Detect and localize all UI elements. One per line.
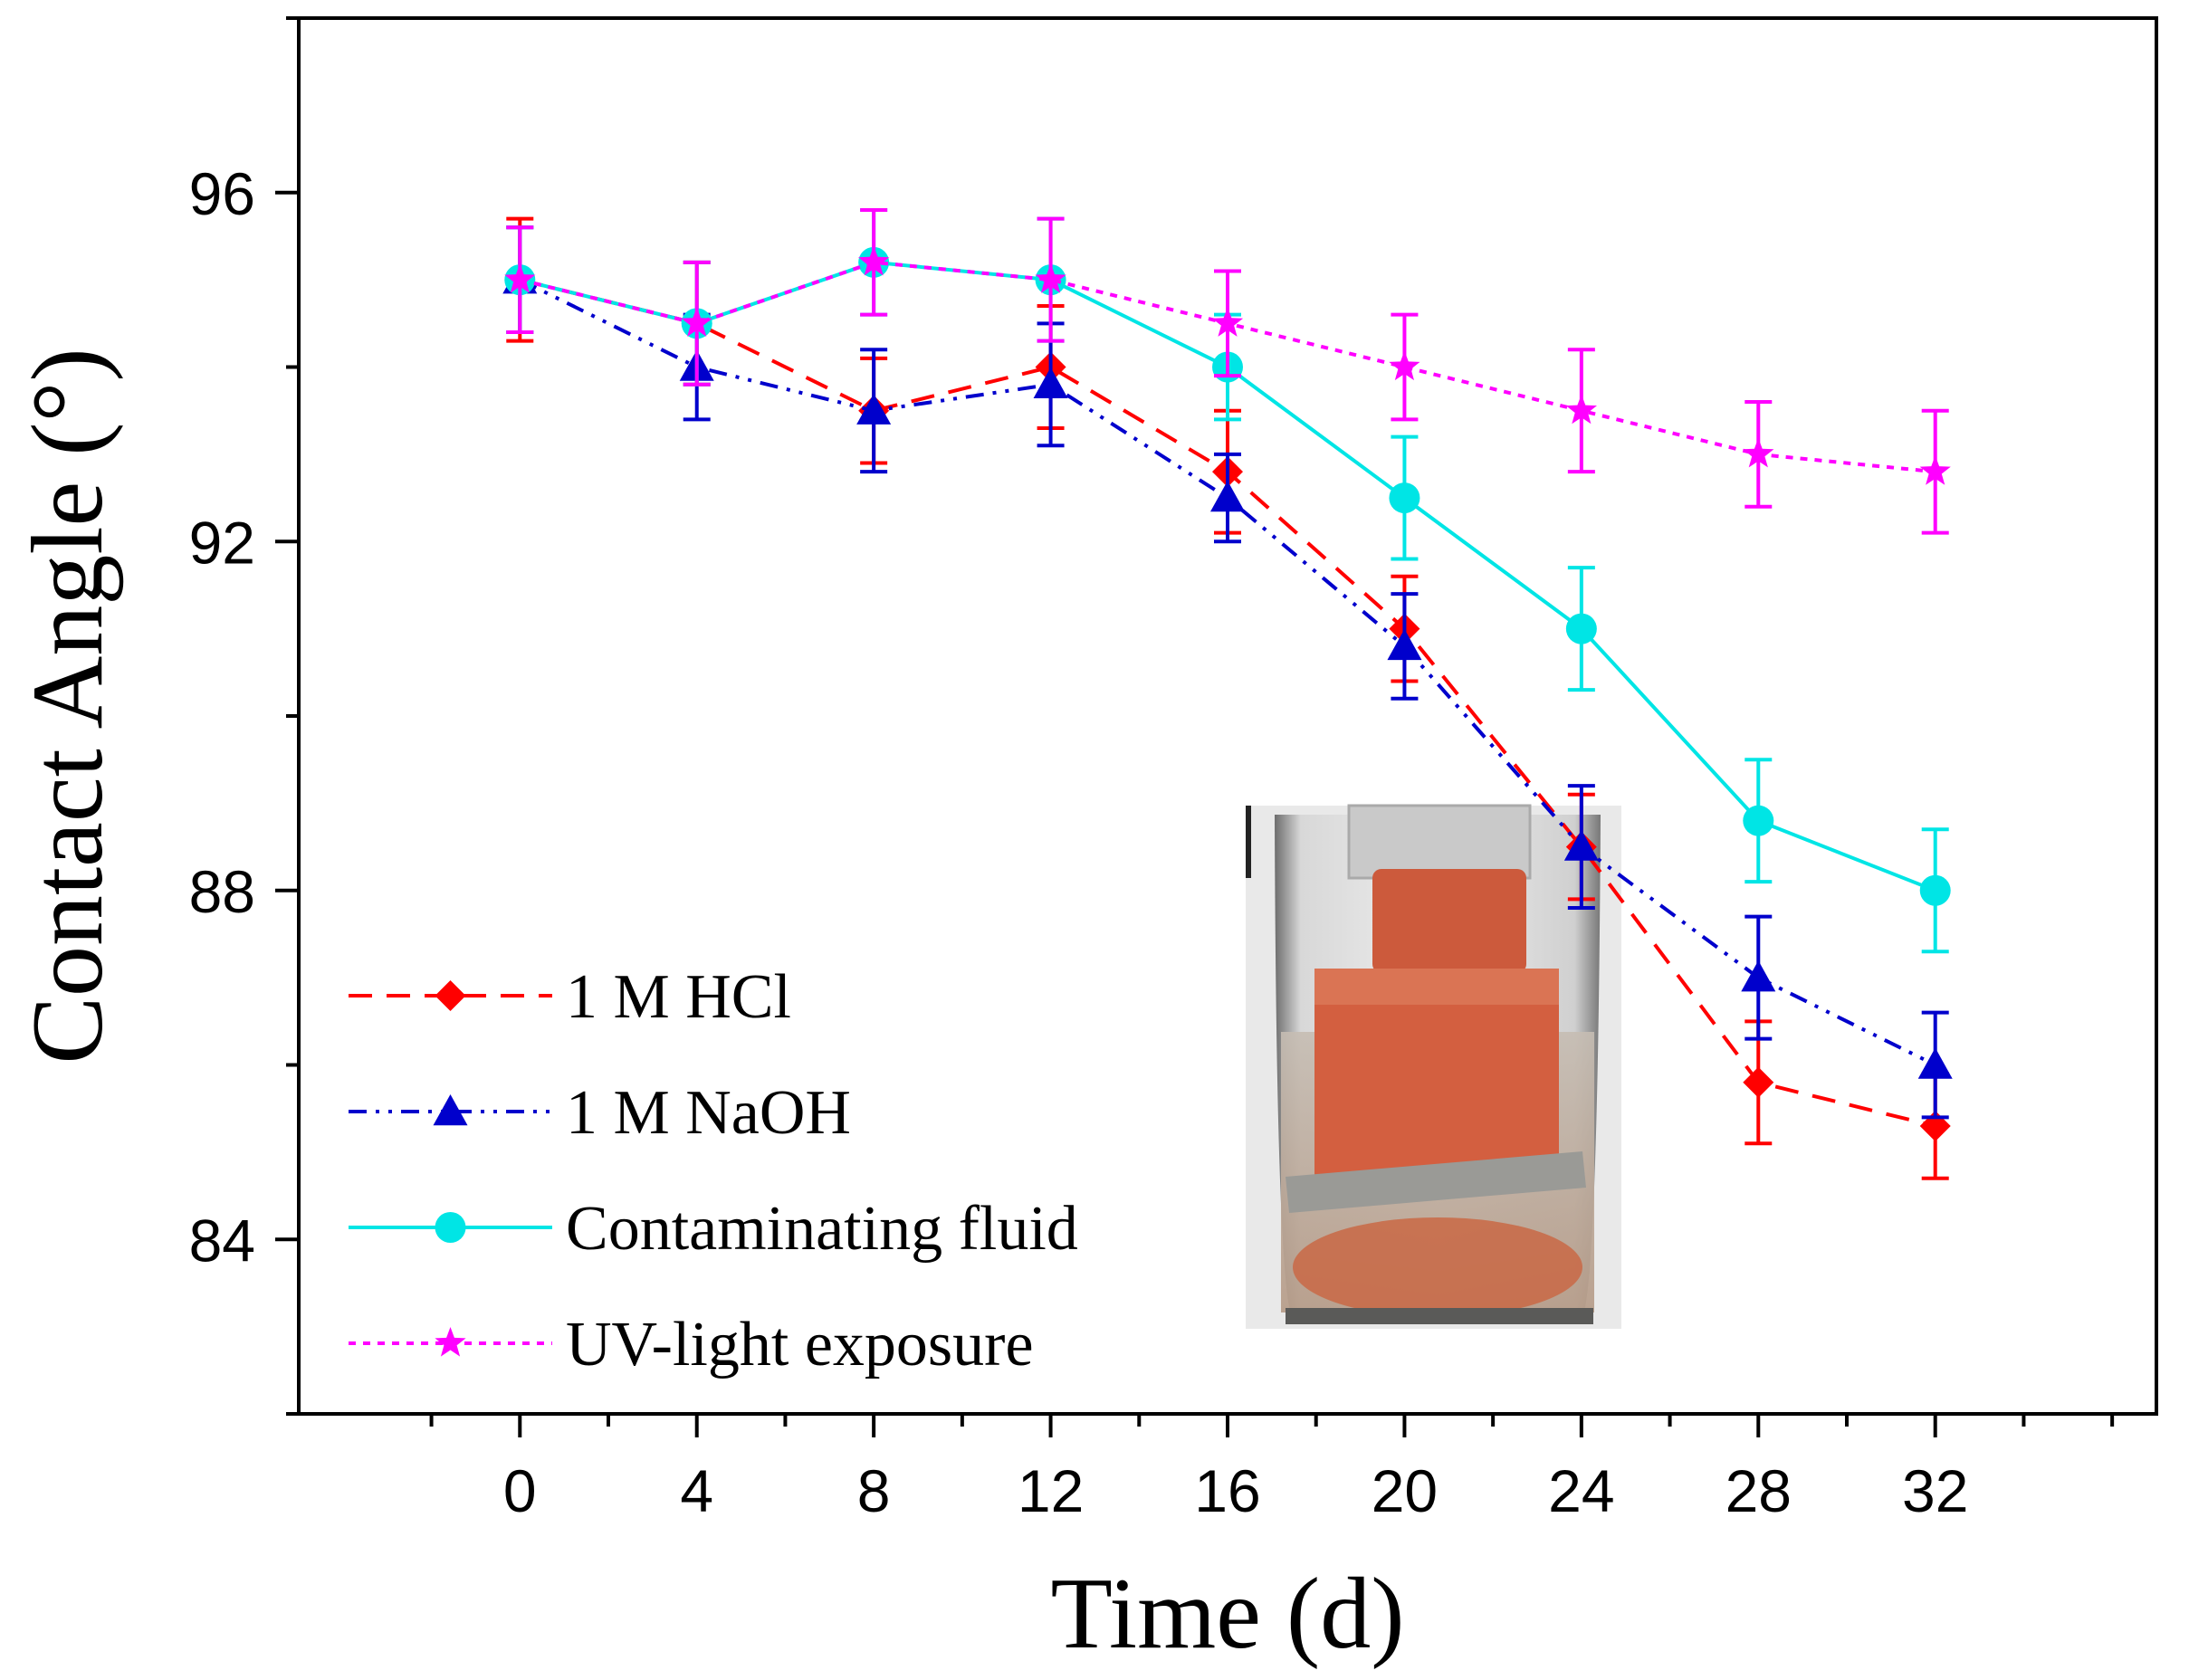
data-point (1211, 307, 1244, 337)
legend-label-1-m-hcl: 1 M HCl (566, 962, 791, 1032)
y-axis-title: Contact Angle (°) (12, 348, 124, 1064)
legend-label-1-m-naoh: 1 M NaOH (566, 1078, 851, 1148)
data-point (1210, 481, 1245, 512)
x-tick-label: 24 (1548, 1457, 1614, 1524)
y-tick-label: 88 (189, 858, 255, 925)
axis-ticks (275, 16, 2115, 1437)
x-tick-label: 0 (503, 1457, 537, 1524)
data-point (858, 245, 890, 276)
data-point (681, 307, 712, 337)
legend-marker-1-m-hcl (435, 980, 466, 1011)
data-point (1919, 874, 1951, 906)
y-tick-label: 92 (189, 509, 255, 576)
x-tick-label: 16 (1194, 1457, 1260, 1524)
series-layer (502, 208, 1953, 1180)
data-point (1389, 350, 1420, 381)
axis-tick-labels: 0 4 8 12 16 20 24 28 32 84 88 92 96 (189, 160, 1969, 1524)
y-tick-label: 84 (189, 1207, 255, 1274)
data-point (1741, 960, 1776, 992)
data-point (1389, 482, 1420, 514)
x-tick-label: 32 (1902, 1457, 1968, 1524)
data-point (1917, 1047, 1953, 1079)
data-point (504, 263, 536, 293)
data-point (1565, 613, 1597, 644)
x-tick-label: 12 (1018, 1457, 1084, 1524)
data-point (1743, 805, 1774, 836)
data-point (856, 393, 892, 425)
inset-vial-photo (1246, 804, 1621, 1329)
data-point (1387, 628, 1422, 661)
x-tick-label: 4 (680, 1457, 713, 1524)
data-point (1565, 394, 1597, 425)
series-uv-light-exposure (504, 208, 1951, 535)
data-point (1033, 367, 1068, 398)
data-point (1919, 455, 1951, 485)
data-point (1743, 437, 1774, 468)
x-tick-label: 8 (857, 1457, 891, 1524)
legend-marker-1-m-naoh (433, 1094, 468, 1126)
legend-marker-contaminating-fluid (435, 1212, 466, 1243)
data-point (1035, 263, 1066, 293)
legend-marker-uv-light-exposure (435, 1327, 466, 1357)
x-axis-title: Time (d) (1050, 1558, 1404, 1670)
data-point (1743, 1066, 1774, 1098)
x-tick-label: 28 (1725, 1457, 1792, 1524)
legend-label-contaminating-fluid: Contaminating fluid (566, 1194, 1078, 1264)
legend: 1 M HCl 1 M NaOH Contaminating fluid UV-lig… (349, 962, 1078, 1379)
y-tick-label: 96 (189, 160, 255, 227)
legend-label-uv-light-exposure: UV-light exposure (566, 1310, 1034, 1379)
x-tick-label: 20 (1372, 1457, 1438, 1524)
data-point (1563, 829, 1599, 861)
